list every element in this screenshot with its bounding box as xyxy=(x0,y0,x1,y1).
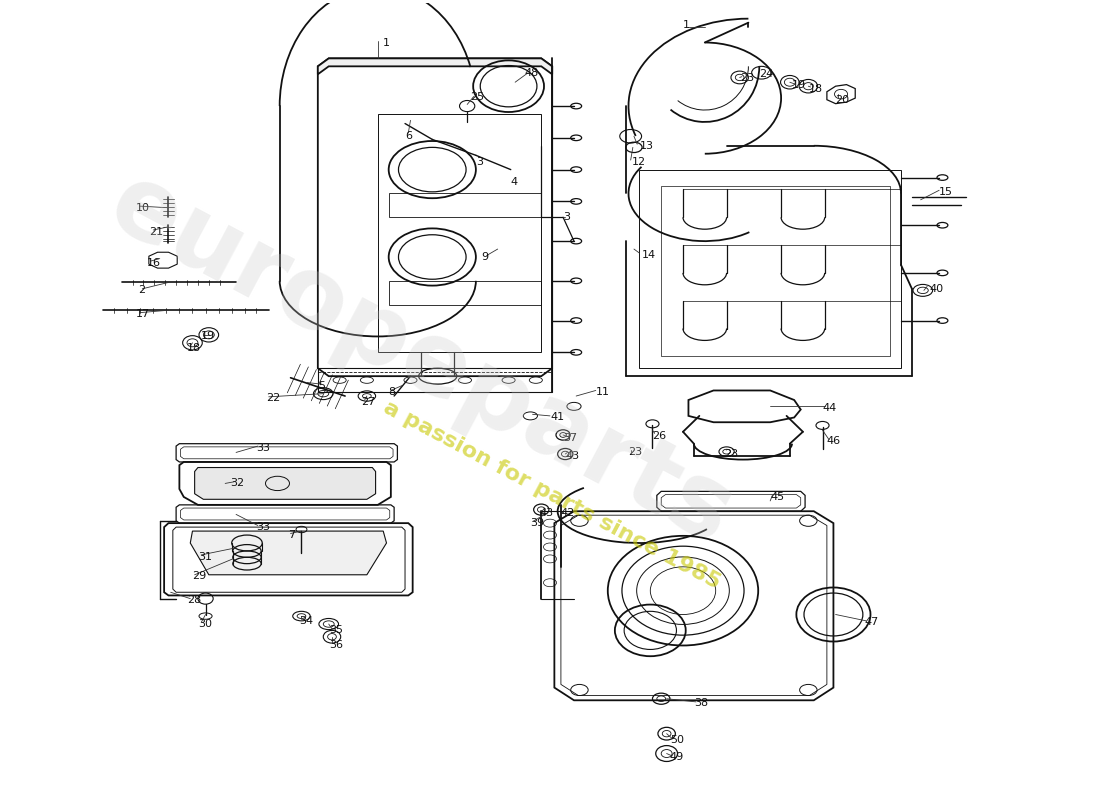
Polygon shape xyxy=(195,467,375,499)
Text: 21: 21 xyxy=(148,226,163,237)
Text: 43: 43 xyxy=(565,450,580,461)
Text: 33: 33 xyxy=(255,442,270,453)
Text: 9: 9 xyxy=(482,252,488,262)
Text: 44: 44 xyxy=(823,403,837,413)
Text: 23: 23 xyxy=(739,74,754,83)
Text: 33: 33 xyxy=(255,522,270,532)
Text: 49: 49 xyxy=(670,753,684,762)
Text: 7: 7 xyxy=(288,530,296,540)
Text: 45: 45 xyxy=(770,492,784,502)
Text: 31: 31 xyxy=(198,552,212,562)
Text: 25: 25 xyxy=(471,91,485,102)
Text: 26: 26 xyxy=(652,430,667,441)
Text: 3: 3 xyxy=(476,157,483,166)
Text: 32: 32 xyxy=(231,478,244,489)
Text: 43: 43 xyxy=(539,508,553,518)
Text: 42: 42 xyxy=(561,508,575,518)
Text: 20: 20 xyxy=(836,94,849,105)
Text: 48: 48 xyxy=(525,68,539,78)
Text: 23: 23 xyxy=(725,449,738,459)
Text: 39: 39 xyxy=(530,518,544,528)
Text: 35: 35 xyxy=(329,626,343,635)
Text: 27: 27 xyxy=(362,397,376,406)
Text: 36: 36 xyxy=(329,640,343,650)
Text: 28: 28 xyxy=(187,595,201,605)
Text: 37: 37 xyxy=(563,433,578,443)
Text: 10: 10 xyxy=(135,202,150,213)
Text: 29: 29 xyxy=(192,571,207,582)
Text: 16: 16 xyxy=(146,258,161,268)
Text: 47: 47 xyxy=(864,618,878,627)
Text: 15: 15 xyxy=(939,187,954,197)
Text: 14: 14 xyxy=(641,250,656,261)
Text: 1: 1 xyxy=(683,20,690,30)
Text: 1: 1 xyxy=(383,38,390,47)
Text: 40: 40 xyxy=(930,284,944,294)
Text: 13: 13 xyxy=(639,141,653,150)
Text: 17: 17 xyxy=(135,309,150,319)
Text: 18: 18 xyxy=(808,83,823,94)
Polygon shape xyxy=(190,531,386,574)
Text: 24: 24 xyxy=(759,70,773,79)
Text: 3: 3 xyxy=(563,212,570,222)
Text: 50: 50 xyxy=(670,735,684,745)
Text: 11: 11 xyxy=(596,387,609,397)
Text: 38: 38 xyxy=(694,698,708,709)
Text: 8: 8 xyxy=(388,387,396,397)
Text: 2: 2 xyxy=(138,286,145,295)
Text: 19: 19 xyxy=(792,80,806,90)
Text: 12: 12 xyxy=(631,157,646,166)
Text: 19: 19 xyxy=(201,331,216,342)
Text: 18: 18 xyxy=(187,343,201,354)
Text: 30: 30 xyxy=(198,619,212,629)
Text: 41: 41 xyxy=(550,413,564,422)
Text: 6: 6 xyxy=(405,131,412,142)
Text: a passion for parts since 1985: a passion for parts since 1985 xyxy=(381,398,724,593)
Text: 34: 34 xyxy=(299,616,314,626)
Polygon shape xyxy=(318,58,552,74)
Text: 23: 23 xyxy=(628,446,642,457)
Text: 5: 5 xyxy=(318,381,324,390)
Text: europeparts: europeparts xyxy=(94,155,750,566)
Text: 22: 22 xyxy=(266,394,280,403)
Text: 46: 46 xyxy=(827,436,842,446)
Text: 4: 4 xyxy=(510,178,518,187)
